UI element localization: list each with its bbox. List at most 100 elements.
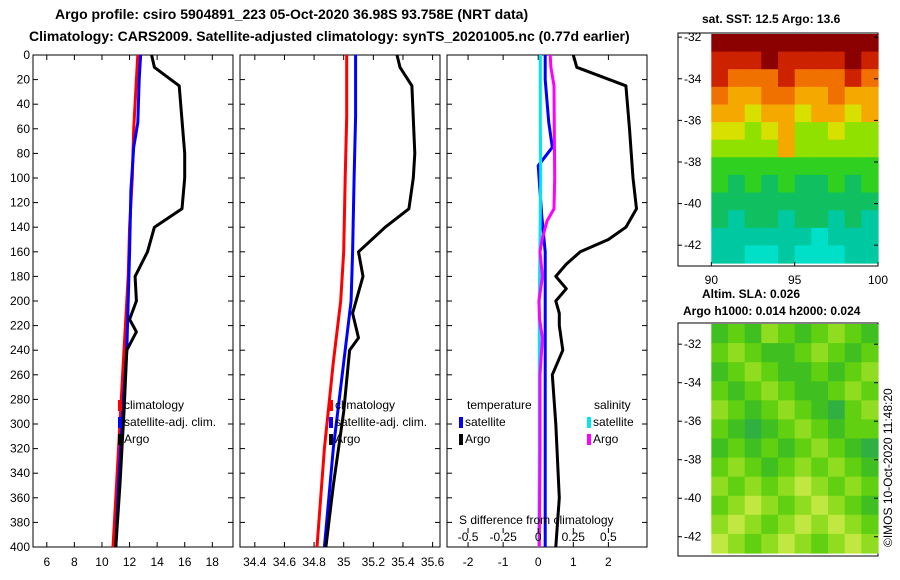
y-tick-label: 300 xyxy=(10,417,30,431)
map-cell xyxy=(811,104,829,123)
map-cell xyxy=(811,174,829,194)
map-cell xyxy=(861,495,879,516)
map-cell xyxy=(711,174,729,194)
map-cell xyxy=(794,245,812,264)
map-cell xyxy=(778,245,796,264)
map-cell xyxy=(794,495,812,516)
x-tick-label: 35 xyxy=(337,555,351,569)
map-cell xyxy=(761,174,779,194)
series-line xyxy=(114,54,187,548)
map-cell xyxy=(861,122,879,141)
map-cell xyxy=(811,476,829,497)
map-cell xyxy=(711,51,729,70)
temp-legend-title: temperature xyxy=(467,398,532,412)
map-cell xyxy=(744,495,762,516)
map-cell xyxy=(728,400,746,420)
salinity-legend-swatch xyxy=(329,400,333,411)
x-tick-label: 14 xyxy=(150,555,164,569)
salinity-legend-label: satellite-adj. clim. xyxy=(335,415,427,429)
map-y-label: -42 xyxy=(684,530,702,544)
map-cell xyxy=(861,157,879,176)
map-cell xyxy=(828,438,846,459)
map-cell xyxy=(828,476,846,497)
map-cell xyxy=(778,495,796,516)
map-cell xyxy=(778,457,796,478)
map-cell xyxy=(728,438,746,459)
map-cell xyxy=(844,381,862,401)
map-cell xyxy=(828,400,846,420)
map-cell xyxy=(861,86,879,105)
map-cell xyxy=(861,51,879,70)
map-cell xyxy=(711,533,729,554)
map-cell xyxy=(744,69,762,88)
salinity-legend-label: Argo xyxy=(335,432,361,446)
map-cell xyxy=(728,476,746,497)
sla-map: -32 -34 -36 -38 -40 -42 xyxy=(677,322,879,557)
x-tick-label: -1 xyxy=(498,555,509,569)
map-cell xyxy=(778,51,796,70)
map-cell xyxy=(861,34,879,53)
y-tick-label: 280 xyxy=(10,392,30,406)
map-cell xyxy=(844,34,862,53)
secondary-tick-label: 0 xyxy=(535,530,542,544)
map-cell xyxy=(861,419,879,440)
map-cell xyxy=(811,139,829,158)
sal-diff-legend-swatch xyxy=(587,434,591,445)
map-cell xyxy=(828,495,846,516)
map-cell xyxy=(844,122,862,141)
map-cell xyxy=(811,533,829,554)
map-cell xyxy=(844,457,862,478)
map-cell xyxy=(728,192,746,211)
map-cell xyxy=(744,139,762,158)
map-cell xyxy=(828,157,846,176)
y-tick-label: 40 xyxy=(17,97,31,111)
map-cell xyxy=(761,139,779,158)
map-cell xyxy=(811,343,829,363)
map-cell xyxy=(861,438,879,459)
map-cell xyxy=(728,157,746,176)
map-cell xyxy=(794,174,812,194)
map-cell xyxy=(744,245,762,264)
map-cell xyxy=(744,457,762,478)
map-cell xyxy=(761,343,779,363)
map-cell xyxy=(711,245,729,264)
map-cell xyxy=(728,245,746,264)
temperature-legend-swatch xyxy=(118,434,122,445)
map-cell xyxy=(711,514,729,535)
map-cell xyxy=(761,362,779,382)
map-cell xyxy=(844,495,862,516)
map-cell xyxy=(844,343,862,363)
secondary-tick-label: 0.25 xyxy=(562,530,586,544)
map-cell xyxy=(828,139,846,158)
map-cell xyxy=(778,174,796,194)
series-line xyxy=(550,54,638,548)
map-cell xyxy=(711,419,729,440)
map-cell xyxy=(861,533,879,554)
map-cell xyxy=(778,343,796,363)
map-cell xyxy=(811,122,829,141)
map-cell xyxy=(761,533,779,554)
map-cell xyxy=(828,104,846,123)
map-cell xyxy=(844,362,862,382)
map-cell xyxy=(828,86,846,105)
map-x-label: 95 xyxy=(788,273,802,287)
map-cell xyxy=(761,34,779,53)
y-tick-label: 120 xyxy=(10,196,30,210)
map-cell xyxy=(844,210,862,229)
map-cell xyxy=(778,104,796,123)
map-cell xyxy=(728,174,746,194)
map-cell xyxy=(778,157,796,176)
map-cell xyxy=(761,495,779,516)
map-cell xyxy=(828,514,846,535)
map-cell xyxy=(794,104,812,123)
map-cell xyxy=(811,34,829,53)
x-tick-label: 35.4 xyxy=(391,555,415,569)
map-cell xyxy=(761,381,779,401)
map-cell xyxy=(811,192,829,211)
map-cell xyxy=(711,324,729,344)
map-cell xyxy=(744,324,762,344)
map-cell xyxy=(728,104,746,123)
map-y-label: -32 xyxy=(684,337,702,351)
temp-diff-legend-swatch xyxy=(459,417,463,428)
map-cell xyxy=(844,86,862,105)
